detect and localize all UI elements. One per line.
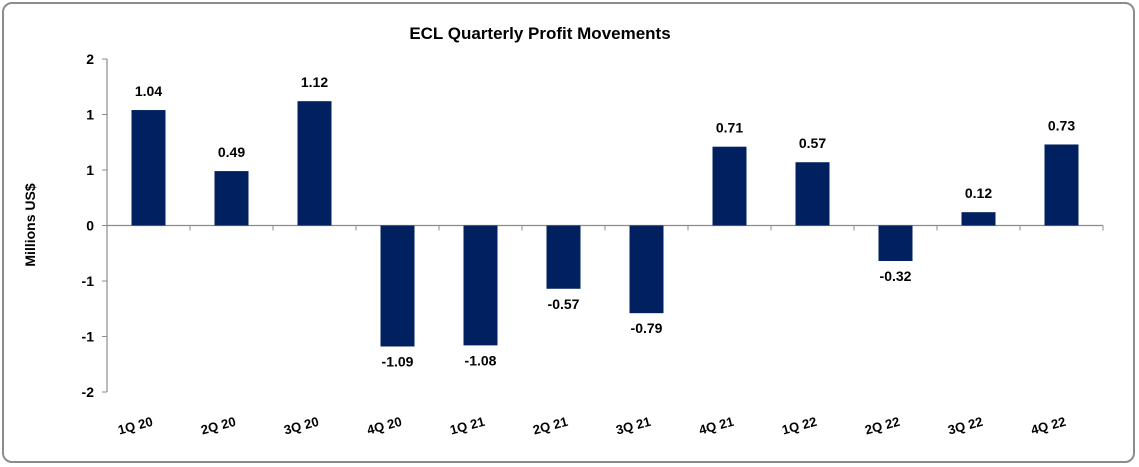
y-tick-label: 0: [86, 218, 94, 234]
data-label: 0.57: [799, 135, 826, 151]
y-axis-label: Millions US$: [22, 183, 38, 266]
x-tick-label: 2Q 21: [531, 414, 569, 438]
bar: [961, 212, 996, 226]
bar: [380, 225, 415, 347]
bar: [878, 225, 913, 262]
x-tick-label: 4Q 21: [697, 414, 735, 438]
bar: [214, 171, 249, 226]
y-tick-label: 2: [86, 51, 94, 67]
y-tick-label: -1: [82, 329, 95, 345]
x-tick-label: 4Q 20: [365, 414, 403, 438]
data-label: 1.04: [135, 83, 162, 99]
data-label: 0.71: [716, 120, 743, 136]
data-label: -0.79: [631, 320, 663, 336]
data-label: 0.49: [218, 144, 245, 160]
bar: [131, 110, 166, 226]
y-tick-label: 1: [86, 162, 94, 178]
x-tick-label: 1Q 20: [116, 414, 154, 438]
x-tick-label: 1Q 21: [448, 414, 486, 438]
data-label: -1.09: [382, 353, 414, 369]
y-tick-label: 1: [86, 107, 94, 123]
chart-title: ECL Quarterly Profit Movements: [409, 24, 670, 43]
x-tick-label: 1Q 22: [780, 414, 818, 438]
bar: [1044, 144, 1079, 226]
bar: [297, 101, 332, 226]
data-label: 0.12: [965, 185, 992, 201]
bar: [463, 225, 498, 346]
x-tick-label: 3Q 20: [282, 414, 320, 438]
x-tick-label: 2Q 22: [863, 414, 901, 438]
x-tick-label: 2Q 20: [199, 414, 237, 438]
y-tick-label: -1: [82, 273, 95, 289]
bar: [629, 225, 664, 314]
x-tick-label: 4Q 22: [1029, 414, 1067, 438]
data-label: -0.57: [548, 296, 580, 312]
data-label: -1.08: [465, 352, 497, 368]
bar: [712, 146, 747, 226]
bar: [795, 162, 830, 226]
data-label: 1.12: [301, 74, 328, 90]
data-label: 0.73: [1048, 117, 1075, 133]
x-tick-label: 3Q 22: [946, 414, 984, 438]
data-label: -0.32: [880, 268, 912, 284]
bar: [546, 225, 581, 289]
y-tick-label: -2: [82, 384, 95, 400]
x-tick-label: 3Q 21: [614, 414, 652, 438]
